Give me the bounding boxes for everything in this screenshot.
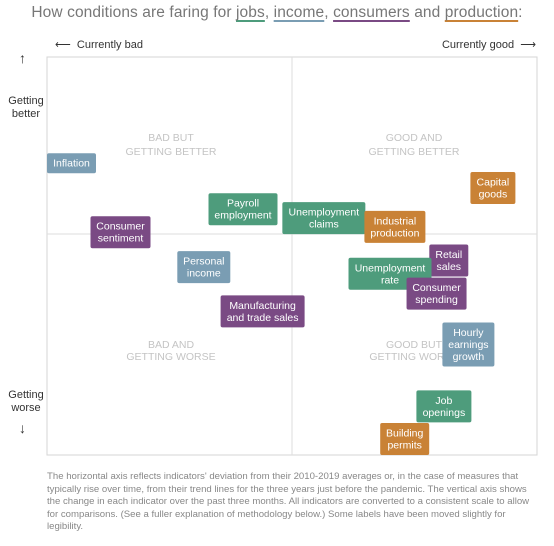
marker-box-hourly-earnings-growth bbox=[442, 322, 495, 367]
chart-title: How conditions are faring for jobs, inco… bbox=[0, 4, 554, 22]
marker-box-industrial-production bbox=[364, 210, 426, 243]
marker-label-capital-goods-1: goods bbox=[479, 188, 508, 200]
marker-label-payroll-employment-1: employment bbox=[214, 210, 271, 222]
marker-label-unemployment-claims-0: Unemployment bbox=[289, 207, 360, 219]
marker-inflation: Inflation bbox=[47, 153, 96, 174]
marker-label-hourly-earnings-growth-2: growth bbox=[453, 351, 485, 363]
quadrant-top-right-line2: GETTING BETTER bbox=[368, 146, 459, 158]
title-consumers: consumers bbox=[333, 4, 410, 21]
marker-box-inflation bbox=[47, 153, 96, 174]
marker-label-manufacturing-and-trade-sales-1: and trade sales bbox=[227, 312, 299, 324]
marker-box-unemployment-claims bbox=[282, 202, 366, 235]
title-prefix: How conditions are faring for bbox=[31, 4, 236, 21]
marker-box-consumer-spending bbox=[406, 277, 467, 310]
getting-worse-text: Getting worse bbox=[8, 389, 44, 414]
arrow-up-icon: ↑ bbox=[19, 50, 26, 66]
currently-good-label: Currently good ⟶ bbox=[442, 38, 536, 51]
marker-label-personal-income-0: Personal bbox=[183, 256, 224, 268]
marker-box-consumer-sentiment bbox=[90, 216, 151, 249]
arrow-down-icon: ↓ bbox=[19, 420, 26, 436]
marker-label-manufacturing-and-trade-sales-0: Manufacturing bbox=[229, 300, 296, 312]
marker-label-industrial-production-1: production bbox=[370, 227, 419, 239]
marker-label-consumer-spending-1: spending bbox=[415, 294, 458, 306]
title-sep3: and bbox=[409, 4, 445, 21]
quadrant-bottom-left-label: BAD AND GETTING WORSE bbox=[126, 339, 215, 363]
marker-box-building-permits bbox=[380, 423, 430, 455]
marker-label-capital-goods-0: Capital bbox=[477, 176, 510, 188]
marker-label-personal-income-1: income bbox=[187, 268, 221, 280]
marker-box-payroll-employment bbox=[208, 193, 278, 226]
marker-label-job-openings-1: openings bbox=[423, 407, 466, 419]
marker-label-consumer-sentiment-0: Consumer bbox=[96, 221, 145, 233]
marker-box-personal-income bbox=[177, 251, 231, 284]
currently-bad-text: Currently bad bbox=[76, 39, 143, 51]
marker-label-hourly-earnings-growth-1: earnings bbox=[448, 339, 488, 351]
title-jobs: jobs bbox=[236, 4, 265, 21]
marker-label-unemployment-rate-1: rate bbox=[381, 274, 399, 286]
quadrant-bottom-right-label: GOOD BUT GETTING WORSE bbox=[369, 339, 458, 363]
quadrant-top-left-line1: BAD BUT bbox=[148, 132, 194, 144]
marker-label-unemployment-claims-1: claims bbox=[309, 219, 339, 231]
arrow-left-icon: ⟵ bbox=[55, 39, 71, 51]
quadrant-bottom-right-line1: GOOD BUT bbox=[386, 339, 443, 351]
marker-box-capital-goods bbox=[470, 171, 516, 204]
marker-label-inflation-0: Inflation bbox=[53, 158, 90, 170]
marker-label-building-permits-0: Building bbox=[386, 428, 424, 440]
title-sep2: , bbox=[324, 4, 334, 21]
quadrant-bottom-right-line2: GETTING WORSE bbox=[369, 351, 458, 363]
marker-label-retail-sales-1: sales bbox=[437, 261, 462, 273]
marker-label-retail-sales-0: Retail bbox=[435, 249, 462, 261]
marker-label-hourly-earnings-growth-0: Hourly bbox=[453, 327, 484, 339]
marker-box-retail-sales bbox=[429, 244, 469, 277]
quadrant-bottom-left-line2: GETTING WORSE bbox=[126, 351, 215, 363]
quadrant-top-right-label: GOOD AND GETTING BETTER bbox=[368, 132, 459, 158]
quadrant-bottom-left-line1: BAD AND bbox=[148, 339, 195, 351]
title-sep1: , bbox=[264, 4, 274, 21]
marker-label-payroll-employment-0: Payroll bbox=[227, 198, 259, 210]
getting-better-label: ↑ Getting better bbox=[4, 51, 48, 121]
currently-good-text: Currently good bbox=[441, 39, 515, 51]
marker-label-unemployment-rate-0: Unemployment bbox=[355, 262, 426, 274]
title-production: production bbox=[444, 4, 519, 21]
arrow-right-icon: ⟶ bbox=[520, 39, 536, 51]
quadrant-top-left-label: BAD BUT GETTING BETTER bbox=[125, 132, 216, 158]
currently-bad-label: ⟵ Currently bad bbox=[55, 38, 143, 51]
title-suffix: : bbox=[518, 4, 523, 21]
quadrant-top-left-line2: GETTING BETTER bbox=[125, 146, 216, 158]
marker-box-job-openings bbox=[416, 390, 472, 423]
marker-label-consumer-sentiment-1: sentiment bbox=[98, 233, 144, 245]
marker-label-industrial-production-0: Industrial bbox=[374, 215, 417, 227]
quadrant-top-right-line1: GOOD AND bbox=[386, 132, 443, 144]
methodology-footnote: The horizontal axis reflects indicators'… bbox=[47, 471, 530, 533]
marker-label-building-permits-1: permits bbox=[387, 440, 421, 452]
marker-label-job-openings-0: Job bbox=[435, 395, 452, 407]
marker-label-consumer-spending-0: Consumer bbox=[412, 282, 461, 294]
getting-worse-label: Getting worse ↓ bbox=[4, 389, 48, 435]
getting-better-text: Getting better bbox=[8, 95, 44, 120]
marker-box-manufacturing-and-trade-sales bbox=[220, 295, 305, 328]
title-income: income bbox=[273, 4, 325, 21]
